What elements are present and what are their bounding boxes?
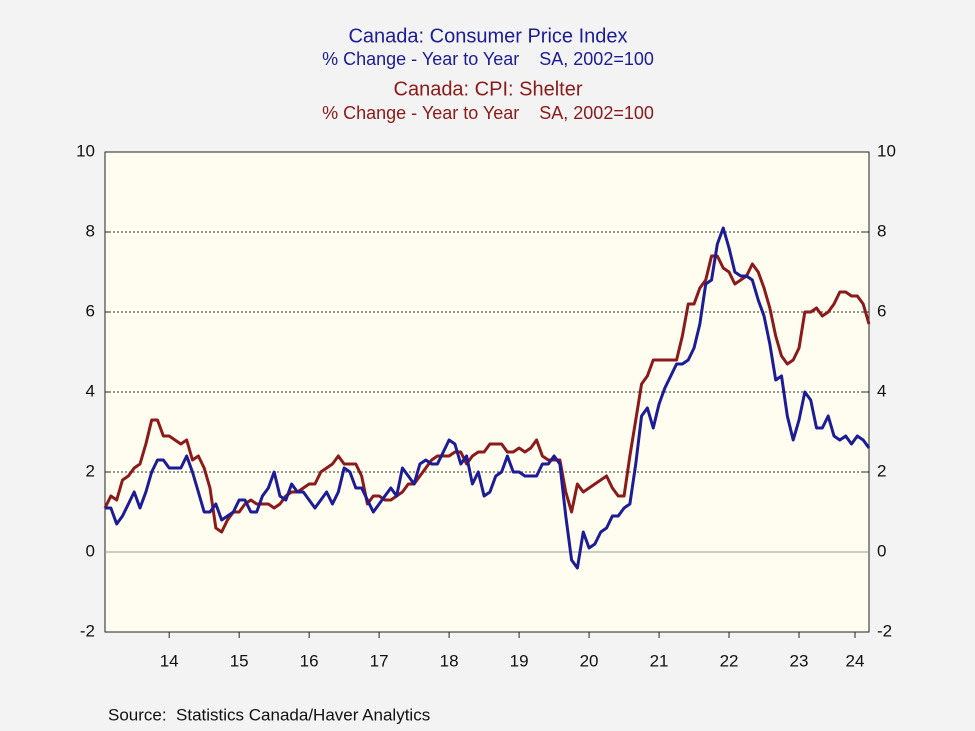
x-tick-label: 21 xyxy=(650,651,669,670)
y-tick-label: 2 xyxy=(86,461,95,480)
source: Source: Statistics Canada/Haver Analytic… xyxy=(108,705,430,724)
y-tick-label: 4 xyxy=(86,381,95,400)
y2-tick-label: 2 xyxy=(877,461,886,480)
y2-tick-label: 0 xyxy=(877,541,886,560)
x-tick-label: 20 xyxy=(580,651,599,670)
y-tick-label: 8 xyxy=(86,221,95,240)
x-tick-label: 14 xyxy=(160,651,179,670)
y2-tick-label: -2 xyxy=(877,621,892,640)
y2-tick-label: 8 xyxy=(877,221,886,240)
series-title: Canada: CPI: Shelter xyxy=(394,78,583,100)
series-subtitle: % Change - Year to Year SA, 2002=100 xyxy=(322,103,654,123)
y2-tick-label: 4 xyxy=(877,381,886,400)
series-title: Canada: Consumer Price Index xyxy=(348,25,627,47)
series-subtitle: % Change - Year to Year SA, 2002=100 xyxy=(322,49,654,69)
series-line xyxy=(105,226,871,570)
y-tick-label: 10 xyxy=(76,141,95,160)
y-tick-label: -2 xyxy=(80,621,95,640)
y2-tick-label: 6 xyxy=(877,301,886,320)
x-tick-label: 17 xyxy=(370,651,389,670)
x-tick-label: 23 xyxy=(790,651,809,670)
x-tick-label: 19 xyxy=(510,651,529,670)
y2-tick-label: 10 xyxy=(877,141,896,160)
x-tick-label: 24 xyxy=(846,651,865,670)
x-tick-label: 22 xyxy=(720,651,739,670)
y-tick-label: 0 xyxy=(86,541,95,560)
y-tick-label: 6 xyxy=(86,301,95,320)
x-tick-label: 16 xyxy=(300,651,319,670)
x-tick-label: 15 xyxy=(230,651,249,670)
x-tick-label: 18 xyxy=(440,651,459,670)
